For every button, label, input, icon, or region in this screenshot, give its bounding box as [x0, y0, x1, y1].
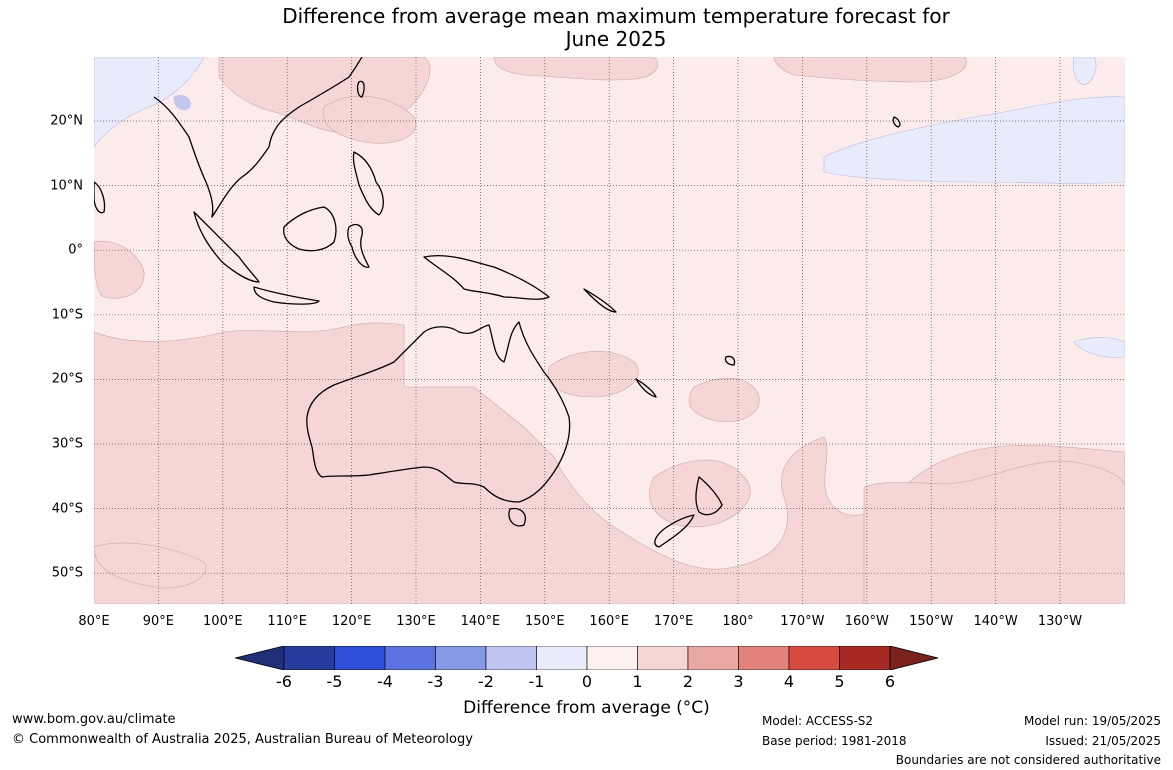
colorbar-segment	[839, 646, 891, 670]
colorbar-segment	[485, 646, 537, 670]
longitude-label: 110°E	[267, 614, 307, 629]
footer-model: Model: ACCESS-S2	[762, 714, 874, 728]
latitude-label: 10°S	[51, 307, 83, 323]
footer-model-run: Model run: 19/05/2025	[1023, 714, 1161, 728]
hawaii-coastline	[892, 116, 901, 128]
footer-base-period: Base period: 1981-2018	[762, 734, 907, 748]
longitude-label: 130°W	[1037, 614, 1083, 629]
colorbar-tick-label: 5	[834, 672, 845, 691]
colorbar-segment	[738, 646, 790, 670]
colorbar-segment	[384, 646, 436, 670]
latitude-label: 0°	[68, 242, 83, 258]
longitude-label: 130°E	[396, 614, 436, 629]
map-gridlines	[94, 57, 1125, 604]
colorbar-segment	[637, 646, 689, 670]
fiji-coastline	[724, 355, 736, 366]
colorbar-tick-label: -4	[377, 672, 393, 691]
map-title-line1: Difference from average mean maximum tem…	[282, 4, 950, 28]
latitude-label: 10°N	[50, 178, 83, 194]
australia-coastline	[306, 321, 571, 503]
java-coastline	[253, 286, 320, 305]
colorbar-segment	[687, 646, 739, 670]
colorbar-tick-label: -5	[326, 672, 343, 691]
colorbar-tick-label: 4	[783, 672, 795, 691]
colorbar-segment	[283, 646, 335, 670]
new-zealand-coastline	[695, 476, 723, 516]
colorbar-segment	[586, 646, 638, 670]
colorbar-tick-label: -1	[528, 672, 545, 691]
latitude-label: 20°S	[51, 371, 83, 387]
longitude-label: 80°E	[78, 614, 110, 629]
longitude-label: 90°E	[142, 614, 175, 629]
colorbar-title: Difference from average (°C)	[463, 698, 710, 718]
west-edge-coastline	[94, 181, 106, 214]
new-zealand-south-coastline	[654, 514, 695, 548]
colorbar-tick-label: 2	[682, 672, 694, 691]
colorbar-min-arrow	[235, 646, 285, 670]
longitude-label: 140°E	[460, 614, 501, 629]
longitude-label: 140°W	[973, 614, 1018, 629]
longitude-label: 170°W	[780, 614, 825, 629]
longitude-label: 170°E	[653, 614, 694, 629]
longitude-label: 180°	[722, 614, 754, 629]
colorbar-tick-label: 6	[884, 672, 896, 691]
new-caledonia-coastline	[635, 378, 657, 398]
longitude-label: 150°E	[525, 614, 565, 629]
latitude-label: 50°S	[51, 565, 83, 581]
colorbar-tick-label: -3	[427, 672, 444, 691]
longitude-label: 100°E	[203, 614, 243, 629]
footer-website: www.bom.gov.au/climate	[12, 712, 176, 727]
sumatra-coastline	[193, 211, 260, 283]
colorbar-tick-label: -2	[478, 672, 494, 691]
colorbar-tick-label: 1	[632, 672, 643, 691]
longitude-label: 160°E	[589, 614, 629, 629]
map-title-line2: June 2025	[565, 27, 667, 51]
latitude-label: 20°N	[50, 113, 83, 129]
longitude-label: 150°W	[909, 614, 954, 629]
footer-issued: Issued: 21/05/2025	[1045, 734, 1161, 748]
colorbar-segment	[334, 646, 386, 670]
colorbar-segment	[435, 646, 487, 670]
colorbar-tick-label: 3	[733, 672, 744, 691]
coastlines	[94, 57, 901, 548]
cool-anomaly-regions	[94, 57, 1125, 358]
forecast-map-svg	[94, 57, 1125, 604]
colorbar-segment	[536, 646, 588, 670]
latitude-label: 40°S	[51, 501, 83, 517]
sulawesi-coastline	[347, 224, 370, 268]
colorbar-tick-label: 0	[581, 672, 593, 691]
new-guinea-coastline	[423, 255, 550, 300]
colorbar-tick-label: -6	[276, 672, 292, 691]
philippines-coastline	[352, 151, 384, 216]
footer-copyright: © Commonwealth of Australia 2025, Austra…	[12, 732, 473, 747]
forecast-map	[94, 57, 1125, 604]
longitude-label: 160°W	[844, 614, 889, 629]
colorbar	[235, 646, 939, 670]
colorbar-max-arrow	[889, 646, 939, 670]
footer-disclaimer: Boundaries are not considered authoritat…	[895, 753, 1161, 767]
tasmania-coastline	[508, 507, 526, 527]
taiwan-coastline	[356, 80, 365, 98]
mainland-asia-coastline	[153, 57, 363, 218]
longitude-label: 120°E	[331, 614, 372, 629]
solomon-islands-coastline	[583, 288, 617, 313]
latitude-label: 30°S	[51, 436, 83, 452]
colorbar-segment	[788, 646, 840, 670]
borneo-coastline	[283, 206, 337, 252]
